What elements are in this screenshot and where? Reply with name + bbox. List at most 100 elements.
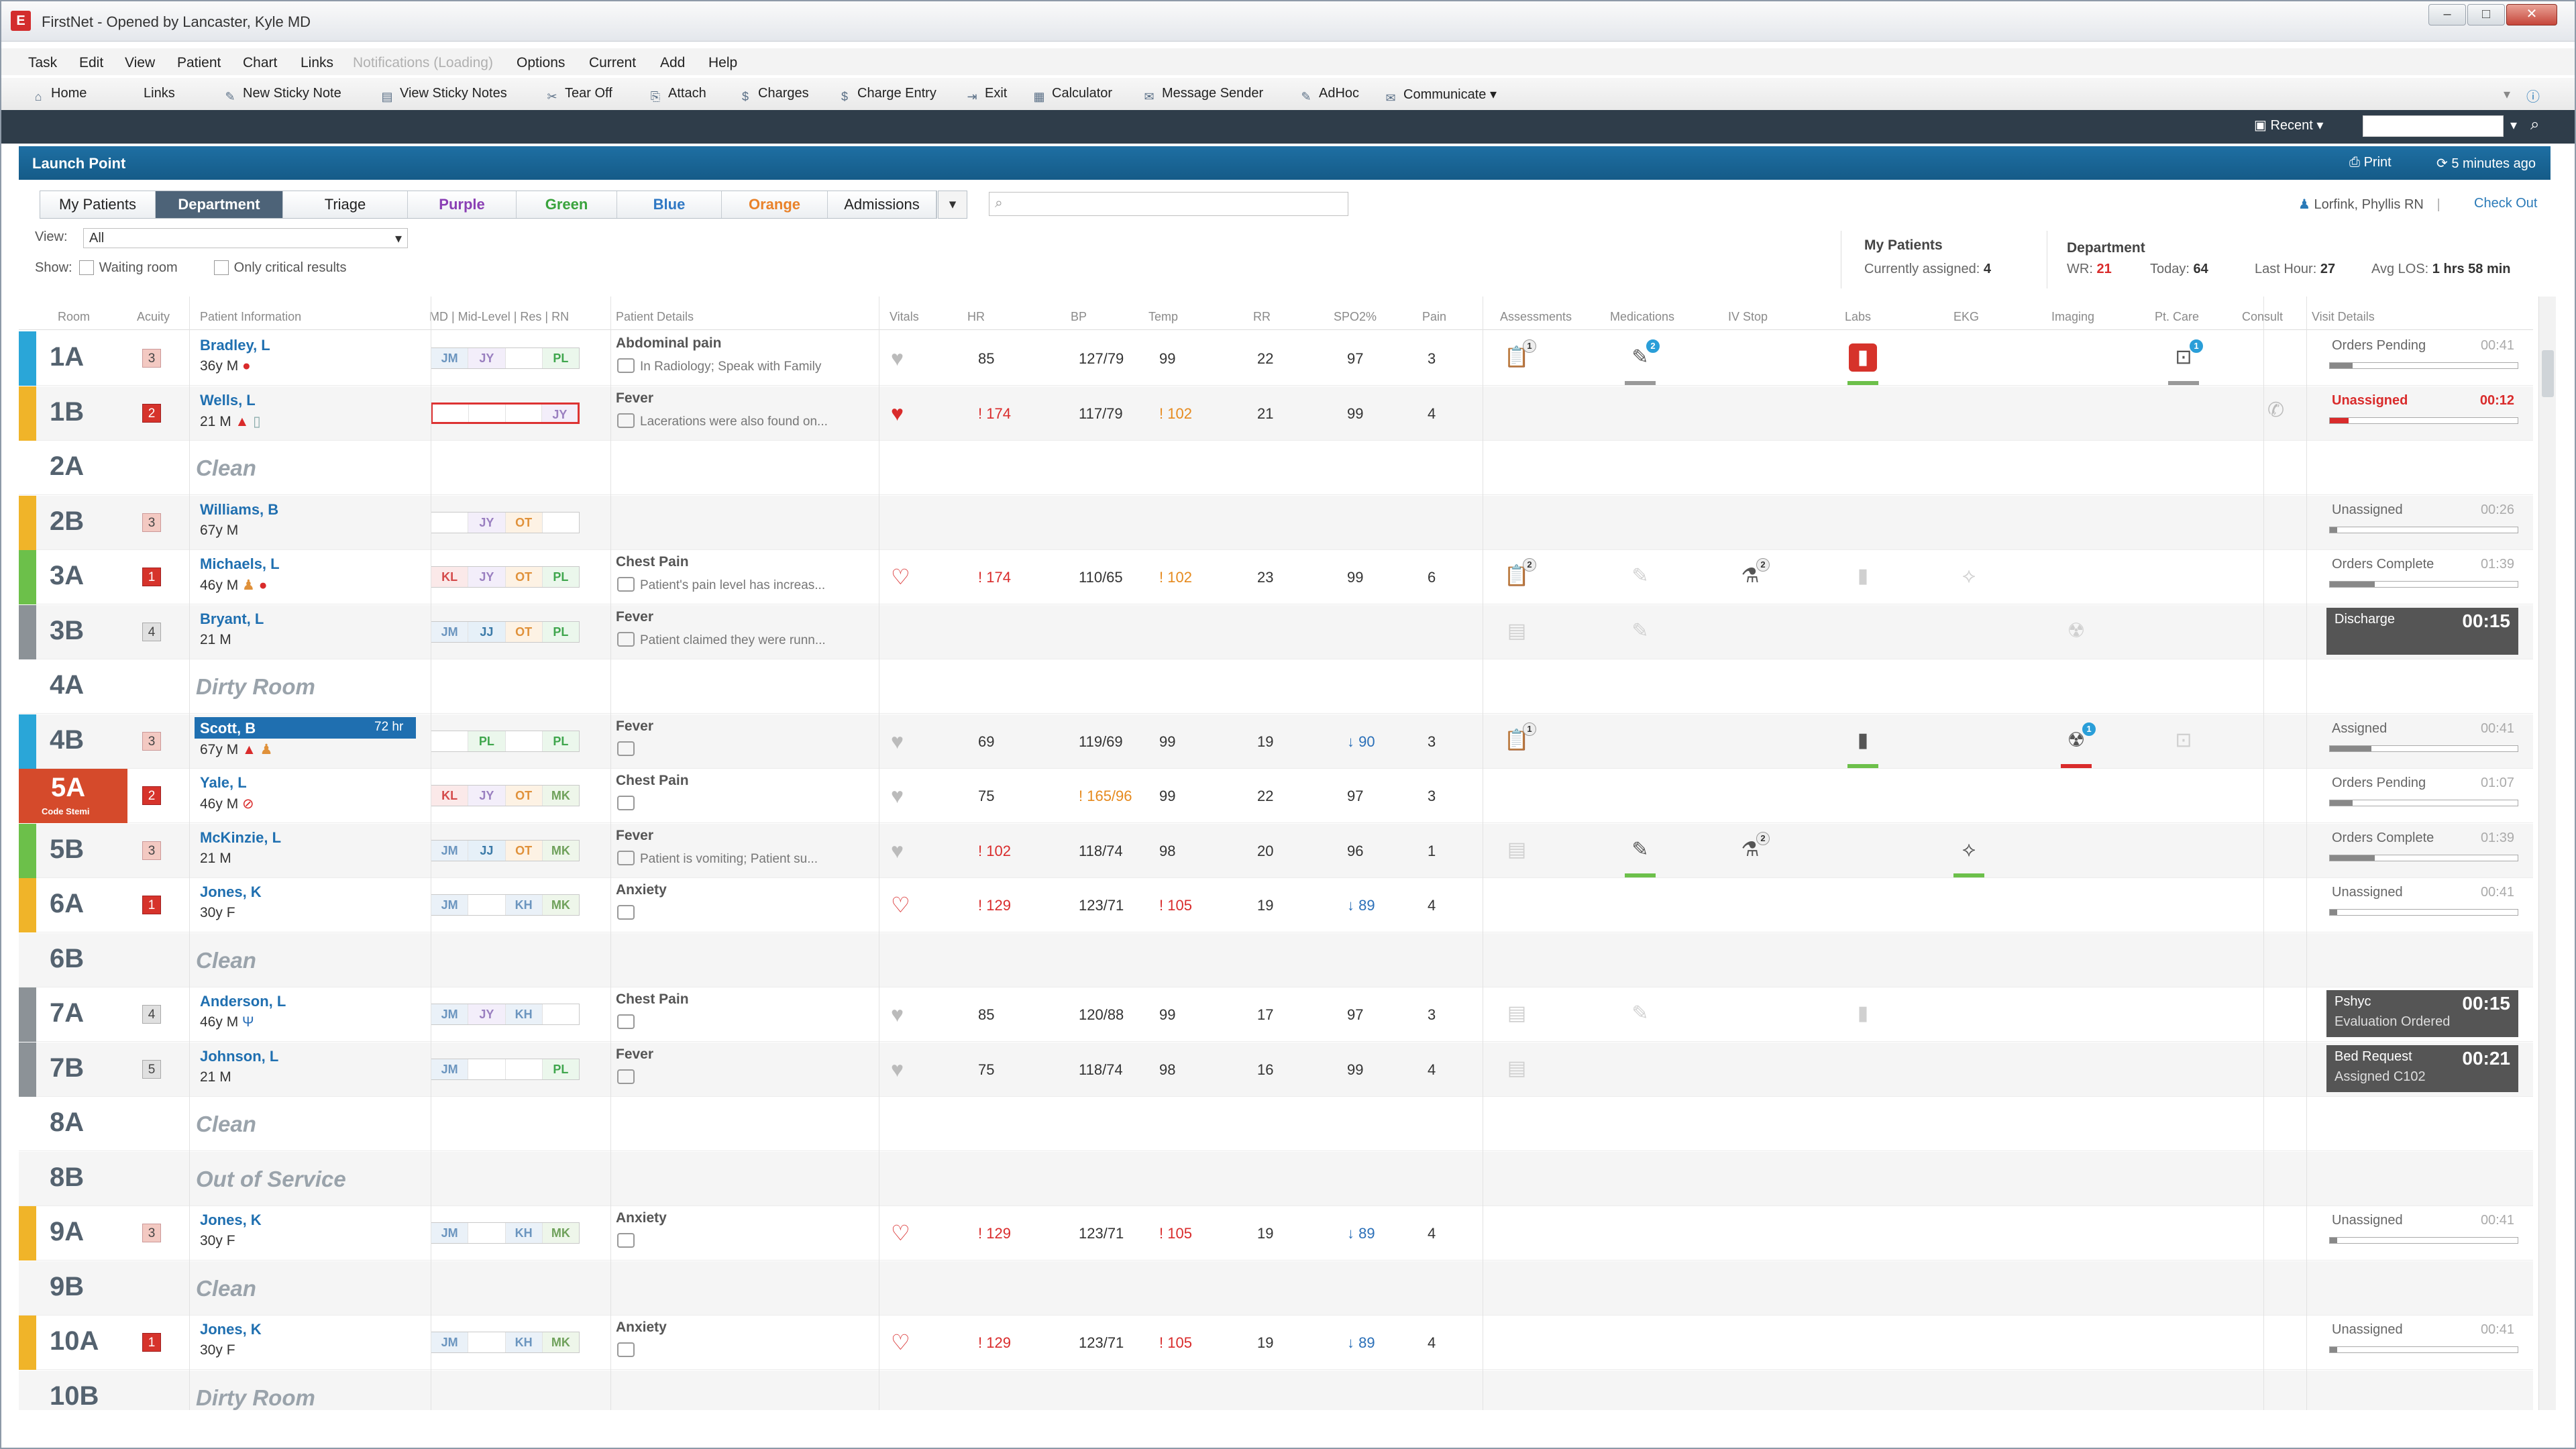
care-team-initials[interactable]: JM: [431, 1223, 469, 1243]
patient-note[interactable]: [617, 796, 640, 812]
care-team[interactable]: JY: [431, 402, 580, 424]
tab-department[interactable]: Department: [156, 191, 283, 218]
menu-help[interactable]: Help: [708, 55, 738, 70]
table-row[interactable]: 5B 3 McKinzie, L 21 M JM JJ OT MK Fever Patient i…: [19, 823, 2533, 878]
care-team-initials[interactable]: KL: [431, 567, 469, 587]
vitals-heart-icon[interactable]: ♡: [891, 1330, 910, 1354]
care-team-initials[interactable]: OT: [505, 567, 543, 587]
menu-add[interactable]: Add: [660, 55, 686, 70]
care-team-initials[interactable]: [506, 348, 543, 368]
clinical-order-icon[interactable]: ✎: [1631, 619, 1649, 642]
tab-admissions[interactable]: Admissions: [828, 191, 936, 218]
care-team[interactable]: JM JY PL: [431, 347, 580, 369]
care-team-initials[interactable]: [469, 404, 506, 422]
vitals-heart-icon[interactable]: ♥: [891, 729, 904, 753]
care-team-initials[interactable]: JM: [431, 895, 469, 915]
col-medications[interactable]: Medications: [1610, 310, 1675, 323]
col-pt-care[interactable]: Pt. Care: [2155, 310, 2200, 323]
care-team[interactable]: JM KH MK: [431, 894, 580, 916]
care-team-initials[interactable]: PL: [542, 731, 579, 751]
table-row[interactable]: 2A Clean: [19, 441, 2533, 495]
links-button[interactable]: Links: [144, 86, 175, 101]
col-details[interactable]: Patient Details: [616, 310, 694, 323]
care-team-initials[interactable]: PL: [542, 621, 579, 642]
care-team-initials[interactable]: PL: [468, 731, 506, 751]
critical-results-checkbox[interactable]: [213, 260, 229, 275]
patient-name[interactable]: Anderson, L: [200, 993, 286, 1010]
vitals-heart-icon[interactable]: ♥: [891, 346, 904, 370]
vitals-heart-icon[interactable]: ♥: [891, 400, 904, 425]
table-row[interactable]: 3B 4 Bryant, L 21 M JM JJ OT PL Fever Patient cla…: [19, 604, 2533, 659]
vitals-heart-icon[interactable]: ♡: [891, 1221, 910, 1245]
care-team-initials[interactable]: MK: [542, 1223, 579, 1243]
recent-search-input[interactable]: [2363, 115, 2504, 137]
care-team-initials[interactable]: OT: [505, 621, 543, 642]
care-team-initials[interactable]: MK: [542, 895, 579, 915]
menu-current[interactable]: Current: [589, 55, 637, 70]
care-team-initials[interactable]: MK: [542, 1332, 579, 1352]
table-row[interactable]: 9A 3 Jones, K 30y F JM KH MK Anxiety ♡ ! 129 123/7…: [19, 1206, 2533, 1260]
minimize-button[interactable]: –: [2428, 4, 2466, 25]
table-row[interactable]: 7A 4 Anderson, L 46y M Ψ JM JY KH Chest Pain ♥ 85…: [19, 987, 2533, 1042]
home-button[interactable]: ⌂ Home: [31, 86, 87, 104]
col-hr[interactable]: HR: [967, 310, 985, 323]
care-team-initials[interactable]: [431, 512, 469, 533]
col-patient[interactable]: Patient Information: [200, 310, 302, 323]
care-team-initials[interactable]: MK: [542, 840, 579, 861]
adhoc-button[interactable]: ✎ AdHoc: [1299, 86, 1359, 104]
col-visit-details[interactable]: Visit Details: [2312, 310, 2375, 323]
table-row[interactable]: 6A 1 Jones, K 30y F JM KH MK Anxiety ♡ ! 129 123/7…: [19, 878, 2533, 932]
vitals-heart-icon[interactable]: ♥: [891, 1057, 904, 1081]
col-assessments[interactable]: Assessments: [1500, 310, 1572, 323]
col-ekg[interactable]: EKG: [1953, 310, 1980, 323]
care-team-initials[interactable]: JM: [431, 1059, 469, 1079]
room-number[interactable]: 6B: [50, 943, 85, 973]
col-imaging[interactable]: Imaging: [2051, 310, 2095, 323]
table-row[interactable]: 1B 2 Wells, L 21 M ▲ ▯ JY Fever Lacerations we…: [19, 386, 2533, 441]
patient-note[interactable]: Patient claimed they were runn...: [617, 631, 826, 648]
exit-button[interactable]: ⇥ Exit: [965, 86, 1007, 104]
care-team[interactable]: KL JY OT PL: [431, 566, 580, 588]
patient-note[interactable]: [617, 1069, 640, 1085]
maximize-button[interactable]: □: [2467, 4, 2505, 25]
care-team-initials[interactable]: KH: [505, 1332, 543, 1352]
clinical-order-icon[interactable]: ⚗ 2: [1736, 831, 1770, 864]
patient-name[interactable]: Scott, B: [200, 719, 256, 737]
scroll-thumb[interactable]: [2542, 350, 2554, 397]
table-row[interactable]: 4B 3 Scott, B 72 hr 67y M ▲ ♟ PL PL Fever ♥ 69 119…: [19, 714, 2533, 769]
patient-note[interactable]: [617, 1233, 640, 1249]
tab-green[interactable]: Green: [517, 191, 617, 218]
care-team-initials[interactable]: JM: [431, 1332, 469, 1352]
room-number[interactable]: 5A: [51, 773, 86, 802]
care-team-initials[interactable]: JY: [468, 1004, 506, 1024]
patient-note[interactable]: [617, 1014, 640, 1030]
clinical-order-icon[interactable]: ✎ 2: [1626, 339, 1660, 372]
room-number[interactable]: 2A: [50, 451, 85, 481]
menu-options[interactable]: Options: [517, 55, 566, 70]
table-row[interactable]: 9B Clean: [19, 1260, 2533, 1316]
table-row[interactable]: 8B Out of Service: [19, 1151, 2533, 1206]
patient-note[interactable]: [617, 905, 640, 921]
care-team-initials[interactable]: [433, 404, 470, 422]
patient-note[interactable]: Lacerations were also found on...: [617, 413, 828, 429]
patient-note[interactable]: [617, 741, 640, 757]
room-number[interactable]: 10B: [50, 1381, 99, 1411]
care-team-initials[interactable]: [468, 895, 506, 915]
care-team[interactable]: JM JJ OT MK: [431, 839, 580, 861]
refresh-button[interactable]: ⟳ 5 minutes ago: [2436, 156, 2536, 171]
tab-my-patients[interactable]: My Patients: [40, 191, 156, 218]
clinical-order-icon[interactable]: ✎: [1631, 838, 1649, 861]
room-number[interactable]: 10A: [50, 1326, 99, 1356]
table-row[interactable]: 8A Clean: [19, 1097, 2533, 1151]
charge-entry-button[interactable]: $ Charge Entry: [837, 86, 936, 104]
col-rr[interactable]: RR: [1253, 310, 1271, 323]
vertical-scrollbar[interactable]: [2538, 297, 2556, 1410]
col-consult[interactable]: Consult: [2242, 310, 2284, 323]
col-temp[interactable]: Temp: [1148, 310, 1179, 323]
col-pain[interactable]: Pain: [1422, 310, 1447, 323]
vitals-heart-icon[interactable]: ♥: [891, 1002, 904, 1026]
room-number[interactable]: 2B: [50, 506, 85, 536]
phone-icon[interactable]: ✆: [2267, 398, 2285, 421]
room-number[interactable]: 7A: [50, 998, 85, 1028]
care-team[interactable]: JY OT: [431, 511, 580, 533]
